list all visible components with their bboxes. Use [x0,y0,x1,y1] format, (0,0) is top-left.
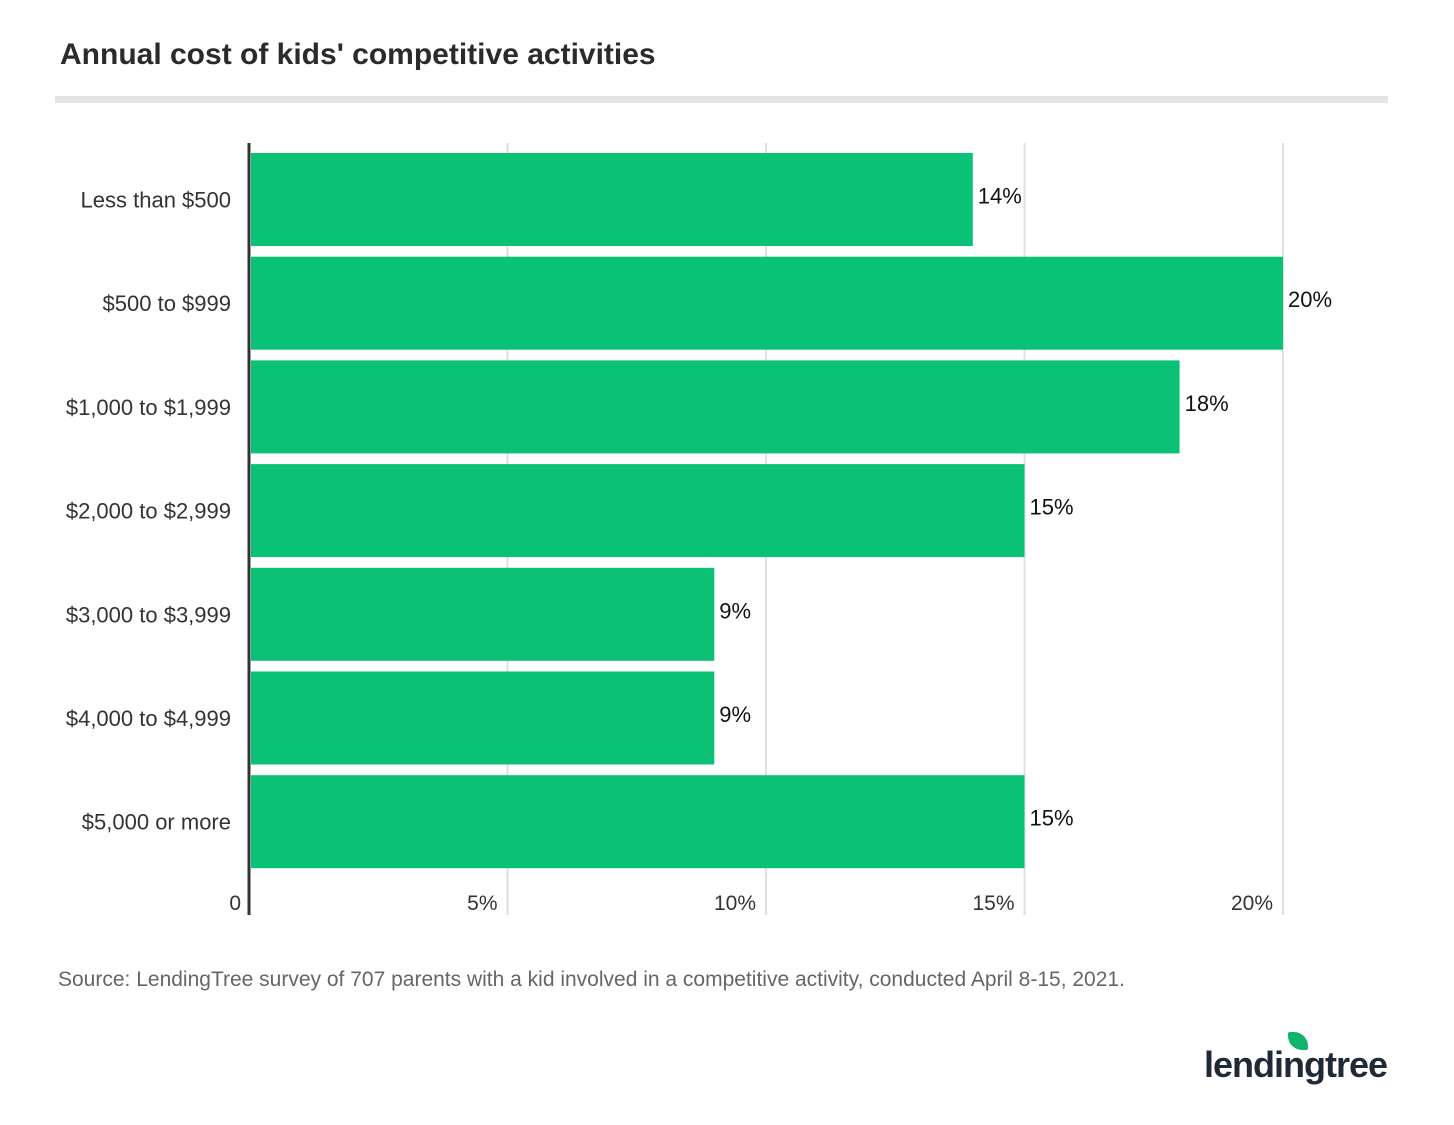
category-label: $2,000 to $2,999 [66,499,231,524]
category-label: $5,000 or more [82,810,231,835]
category-label: $4,000 to $4,999 [66,706,231,731]
bar [251,775,1025,869]
x-tick-label: 0 [229,892,241,915]
chart-title: Annual cost of kids' competitive activit… [60,38,656,71]
category-label: $1,000 to $1,999 [66,395,231,420]
data-label: 14% [978,184,1022,209]
data-label: 15% [1030,495,1074,520]
logo-text: lendingtree [1204,1044,1388,1085]
leaf-icon [1288,1032,1308,1050]
bar [251,256,1283,350]
x-tick-label: 20% [1231,892,1273,915]
lendingtree-logo: lendingtree [1204,1030,1394,1090]
title-divider [55,96,1388,103]
data-label: 9% [719,702,751,727]
x-tick-label: 5% [467,892,497,915]
category-label: $3,000 to $3,999 [66,602,231,627]
bar-chart: 0 5% 10% 15% 20% Less than $500 14% $500 to $99… [66,143,1332,915]
category-label: $500 to $999 [103,291,231,316]
bar [251,360,1180,454]
data-label: 18% [1185,391,1229,416]
source-note: Source: LendingTree survey of 707 parent… [58,968,1125,991]
data-label: 15% [1030,806,1074,831]
bar [251,671,715,765]
bar [251,464,1025,558]
bar [251,153,973,246]
x-tick-label: 10% [714,892,756,915]
bar [251,567,715,661]
data-label: 20% [1288,287,1332,312]
x-tick-label: 15% [972,892,1014,915]
data-label: 9% [719,598,751,623]
category-label: Less than $500 [81,188,231,213]
